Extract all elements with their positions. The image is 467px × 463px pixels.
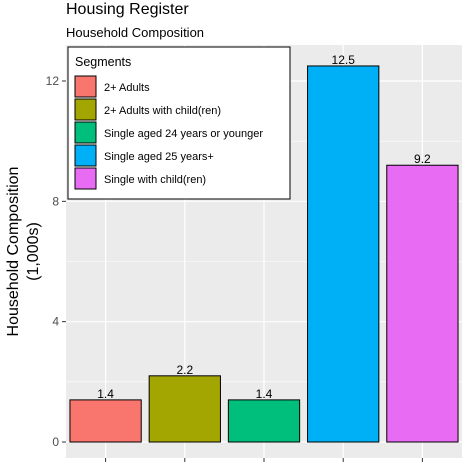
legend-key: [74, 144, 97, 167]
legend-label: Single aged 24 years or younger: [104, 128, 263, 140]
legend-label: Single aged 25 years+: [104, 151, 214, 163]
y-tick-label: 8: [52, 194, 59, 208]
data-label: 12.5: [332, 53, 356, 67]
y-tick-label: 4: [52, 315, 59, 329]
data-label: 2.2: [176, 363, 193, 377]
chart-subtitle: Household Composition: [66, 25, 204, 40]
bar: [307, 65, 380, 443]
chart-title: Housing Register: [66, 1, 189, 18]
legend-key: [74, 98, 97, 121]
bar: [148, 375, 221, 443]
legend-box: [67, 46, 291, 200]
legend-title: Segments: [75, 55, 131, 69]
bar: [227, 399, 301, 443]
y-tick-label: 0: [52, 435, 59, 449]
legend-key: [74, 75, 97, 98]
y-tick-label: 12: [46, 74, 60, 88]
legend-label: 2+ Adults: [104, 82, 150, 94]
data-label: 1.4: [97, 387, 114, 401]
y-axis-title: Household Composition (1,000s): [5, 167, 42, 337]
legend-key: [74, 121, 97, 144]
legend: Segments 2+ Adults 2+ Adults with child(re…: [67, 46, 291, 200]
bar: [69, 399, 142, 443]
data-label: 1.4: [256, 387, 273, 401]
legend-key: [74, 167, 97, 190]
legend-label: Single with child(ren): [104, 174, 206, 186]
y-axis-title-line: (1,000s): [25, 222, 42, 281]
y-axis-title-line: Household Composition: [5, 167, 22, 337]
legend-label: 2+ Adults with child(ren): [104, 105, 221, 117]
bar: [386, 164, 459, 443]
data-label: 9.2: [414, 152, 431, 166]
